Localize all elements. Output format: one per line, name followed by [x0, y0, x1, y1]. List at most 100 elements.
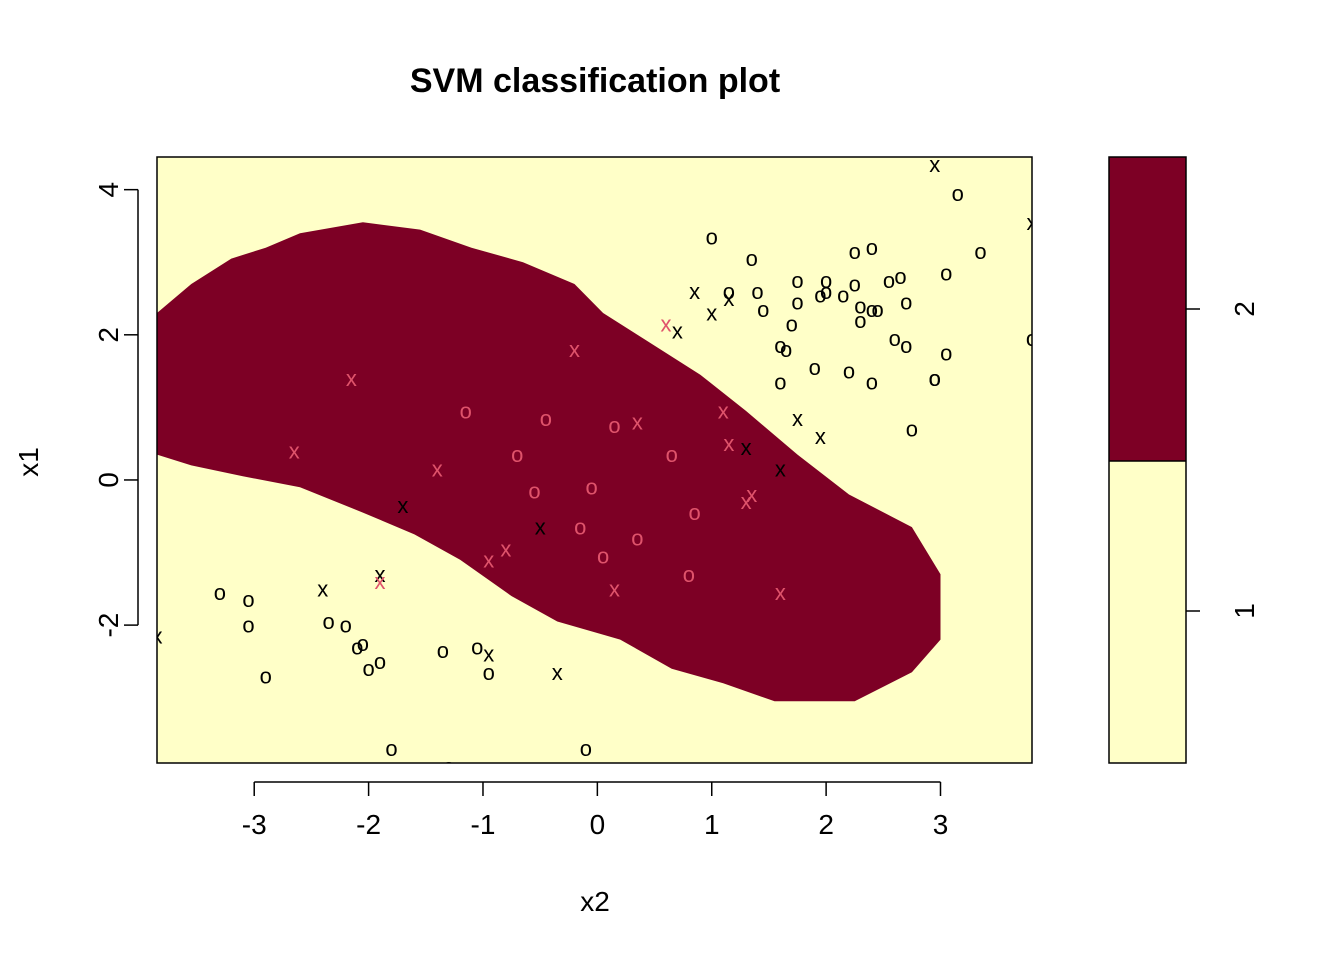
data-point-cross: x [741, 435, 752, 460]
support-vector-cross: x [500, 536, 511, 561]
data-point-cross: x [375, 562, 386, 587]
data-point-circle: o [357, 631, 369, 656]
x-tick-label: -3 [242, 809, 267, 840]
data-point-circle: o [906, 417, 918, 442]
data-point-circle: o [260, 663, 272, 688]
data-point-circle: o [746, 246, 758, 271]
y-axis: -2 0 2 4 [93, 182, 139, 638]
support-vector-cross: x [432, 457, 443, 482]
class-2-decision-region [157, 222, 941, 702]
data-point-cross: x [672, 319, 683, 344]
data-point-circle: o [974, 239, 986, 264]
data-point-cross: x [792, 406, 803, 431]
data-point-cross: x [397, 493, 408, 518]
data-point-circle: o [843, 359, 855, 384]
data-point-circle: o [837, 282, 849, 307]
support-vector-circle: o [666, 442, 678, 467]
data-point-circle: o [757, 297, 769, 322]
data-point-cross: x [317, 576, 328, 601]
support-vector-circle: o [597, 544, 609, 569]
data-point-circle: o [214, 580, 226, 605]
legend-frame [1108, 156, 1187, 764]
data-point-cross: x [775, 457, 786, 482]
data-point-circle: o [952, 181, 964, 206]
support-vector-circle: o [585, 475, 597, 500]
data-point-circle: o [471, 634, 483, 659]
data-point-circle: o [322, 609, 334, 634]
data-point-cross: x [706, 301, 717, 326]
data-point-cross: x [815, 424, 826, 449]
support-vector-cross: x [723, 431, 734, 456]
support-vector-cross: x [661, 311, 672, 336]
x-tick-label: 2 [818, 809, 834, 840]
data-point-cross: x [723, 286, 734, 311]
data-point-circle: o [929, 366, 941, 391]
data-point-circle: o [374, 649, 386, 674]
x-tick-label: 3 [933, 809, 949, 840]
data-point-circle: o [791, 290, 803, 315]
y-tick-label: -2 [93, 613, 124, 638]
support-vector-cross: x [718, 399, 729, 424]
x-axis-label: x2 [580, 886, 610, 917]
x-tick-label: -2 [356, 809, 381, 840]
legend-swatch-class-2 [1109, 157, 1186, 461]
data-point-circle: o [706, 224, 718, 249]
data-point-circle: o [866, 370, 878, 395]
support-vector-cross: x [483, 547, 494, 572]
data-point-circle: o [362, 656, 374, 681]
y-tick-label: 0 [93, 472, 124, 488]
data-point-cross: x [483, 642, 494, 667]
data-point-cross: x [689, 279, 700, 304]
support-vector-circle: o [540, 406, 552, 431]
data-point-circle: o [854, 293, 866, 318]
data-point-circle: o [854, 308, 866, 333]
data-point-circle: o [780, 337, 792, 362]
x-tick-label: 0 [590, 809, 606, 840]
support-vector-cross: x [375, 569, 386, 594]
data-point-circle: o [483, 660, 495, 685]
support-vector-circle: o [528, 478, 540, 503]
support-vector-circle: o [460, 399, 472, 424]
data-point-circle: o [791, 268, 803, 293]
legend-swatch-class-1 [1109, 461, 1186, 763]
data-point-circle: o [1026, 326, 1038, 351]
data-point-circle: o [786, 311, 798, 336]
data-point-circle: o [883, 268, 895, 293]
x-axis: -3 -2 -1 0 1 2 3 [242, 781, 949, 840]
data-point-circle: o [940, 261, 952, 286]
support-vector-circle: o [688, 500, 700, 525]
data-point-circle: o [751, 279, 763, 304]
data-point-circle: o [351, 634, 363, 659]
data-point-circle: o [340, 613, 352, 638]
data-point-circle: o [849, 239, 861, 264]
support-vector-cross: x [741, 489, 752, 514]
data-point-circle: o [900, 290, 912, 315]
y-tick-label: 2 [93, 327, 124, 343]
data-point-cross: x [1027, 210, 1038, 235]
data-point-circle: o [443, 754, 455, 779]
data-point-circle: o [242, 613, 254, 638]
data-point-circle: o [242, 587, 254, 612]
chart-title: SVM classification plot [410, 62, 780, 100]
support-vector-cross: x [289, 438, 300, 463]
data-point-circle: o [849, 272, 861, 297]
data-point-circle: o [889, 326, 901, 351]
data-point-circle: o [814, 282, 826, 307]
data-point-circle: o [820, 279, 832, 304]
legend-label-class-1: 1 [1229, 603, 1260, 619]
data-point-circle: o [940, 341, 952, 366]
data-point-circle: o [871, 297, 883, 322]
data-point-cross: x [929, 152, 940, 177]
support-vector-cross: x [346, 366, 357, 391]
data-point-circle: o [809, 355, 821, 380]
data-point-circle: o [723, 279, 735, 304]
data-point-circle: o [820, 268, 832, 293]
support-vector-cross: x [609, 576, 620, 601]
support-vector-circle: o [511, 442, 523, 467]
data-point-cross: x [535, 515, 546, 540]
support-vector-circle: o [631, 526, 643, 551]
support-vector-circle: o [683, 562, 695, 587]
data-point-circle: o [437, 638, 449, 663]
data-point-cross: x [152, 624, 163, 649]
